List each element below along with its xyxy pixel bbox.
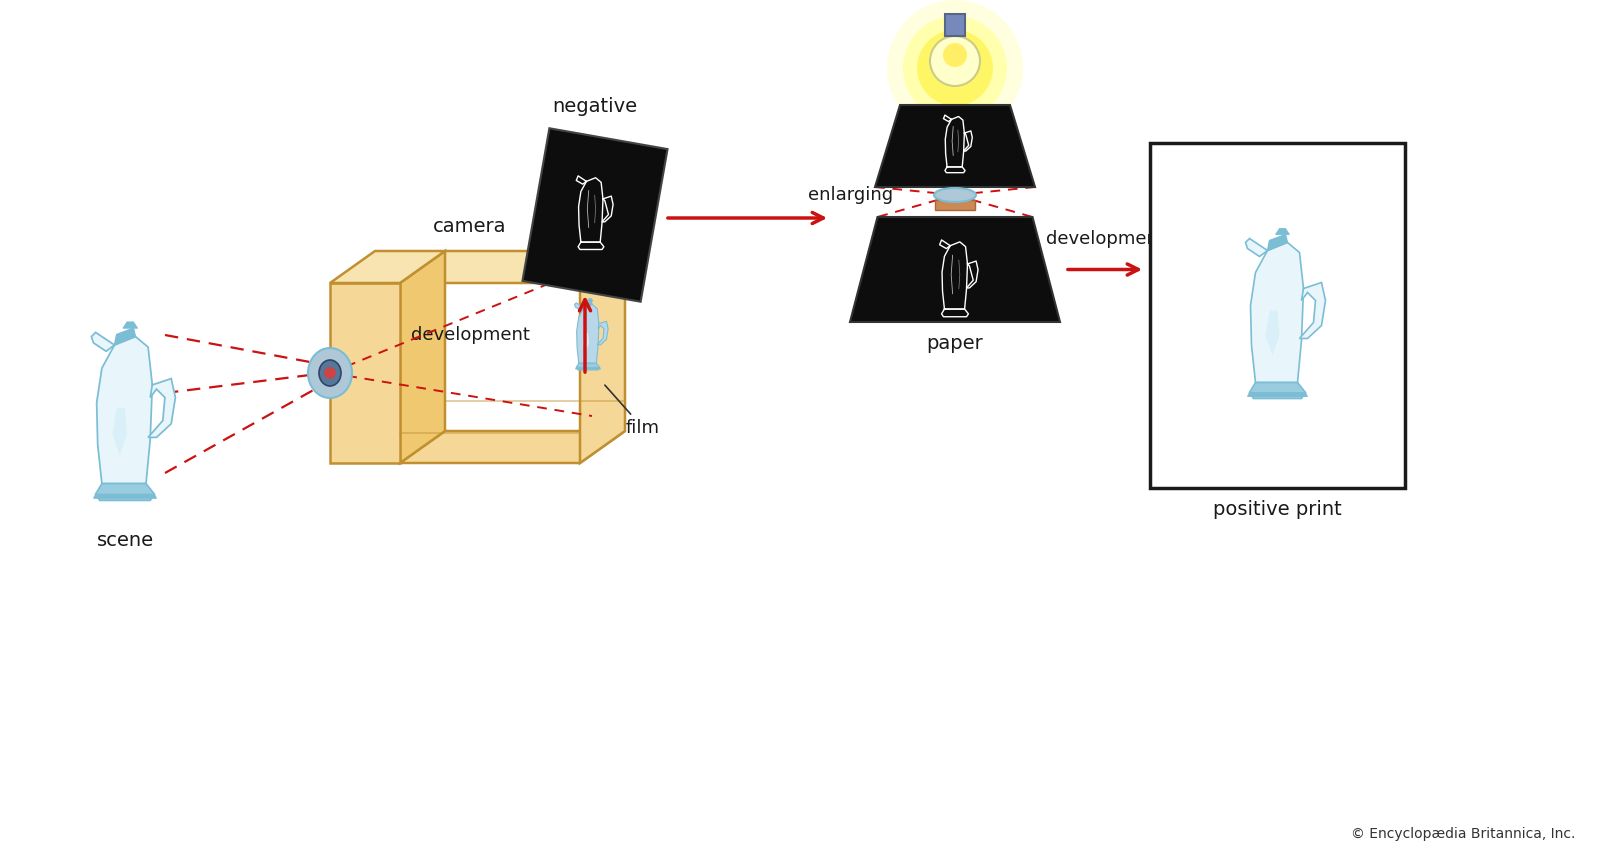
Bar: [934, 200, 974, 210]
Polygon shape: [523, 129, 667, 302]
Text: paper: paper: [926, 334, 984, 353]
Circle shape: [917, 30, 994, 106]
Polygon shape: [93, 494, 157, 498]
Polygon shape: [584, 301, 592, 308]
Text: negative: negative: [552, 97, 637, 116]
Polygon shape: [576, 368, 600, 369]
Ellipse shape: [318, 360, 341, 386]
Polygon shape: [576, 363, 600, 370]
Polygon shape: [875, 105, 1035, 187]
Polygon shape: [1299, 282, 1325, 338]
Polygon shape: [91, 332, 115, 351]
Polygon shape: [1275, 229, 1290, 235]
Polygon shape: [400, 251, 445, 463]
Polygon shape: [587, 299, 594, 301]
Polygon shape: [1266, 311, 1280, 356]
Circle shape: [942, 43, 966, 67]
Circle shape: [902, 16, 1006, 120]
Text: positive print: positive print: [1213, 500, 1342, 519]
Text: enlarging: enlarging: [808, 186, 893, 204]
Text: © Encyclopædia Britannica, Inc.: © Encyclopædia Britannica, Inc.: [1350, 827, 1574, 841]
Circle shape: [323, 367, 336, 379]
Text: scene: scene: [96, 531, 154, 550]
Polygon shape: [1251, 243, 1304, 382]
Polygon shape: [123, 322, 138, 328]
Polygon shape: [112, 408, 126, 456]
Text: film: film: [605, 385, 661, 437]
Polygon shape: [149, 379, 176, 438]
Polygon shape: [115, 328, 136, 345]
Polygon shape: [1267, 235, 1288, 250]
Polygon shape: [576, 305, 598, 363]
Polygon shape: [400, 431, 626, 463]
Text: camera: camera: [434, 217, 507, 236]
Text: development: development: [1045, 230, 1165, 248]
Polygon shape: [1250, 382, 1306, 399]
Polygon shape: [582, 333, 589, 352]
Circle shape: [886, 0, 1022, 136]
Polygon shape: [579, 251, 626, 463]
Polygon shape: [850, 217, 1061, 322]
Ellipse shape: [934, 188, 976, 202]
Polygon shape: [96, 483, 154, 501]
Polygon shape: [400, 251, 626, 283]
Text: development: development: [411, 326, 530, 344]
Bar: [946, 14, 965, 36]
Polygon shape: [330, 251, 445, 283]
Polygon shape: [330, 283, 400, 463]
Ellipse shape: [307, 348, 352, 398]
Circle shape: [930, 36, 979, 86]
Polygon shape: [96, 337, 152, 483]
Polygon shape: [1248, 393, 1307, 396]
Polygon shape: [597, 321, 608, 344]
Polygon shape: [574, 303, 584, 311]
Bar: [1150, 143, 1405, 488]
Polygon shape: [1245, 238, 1267, 256]
